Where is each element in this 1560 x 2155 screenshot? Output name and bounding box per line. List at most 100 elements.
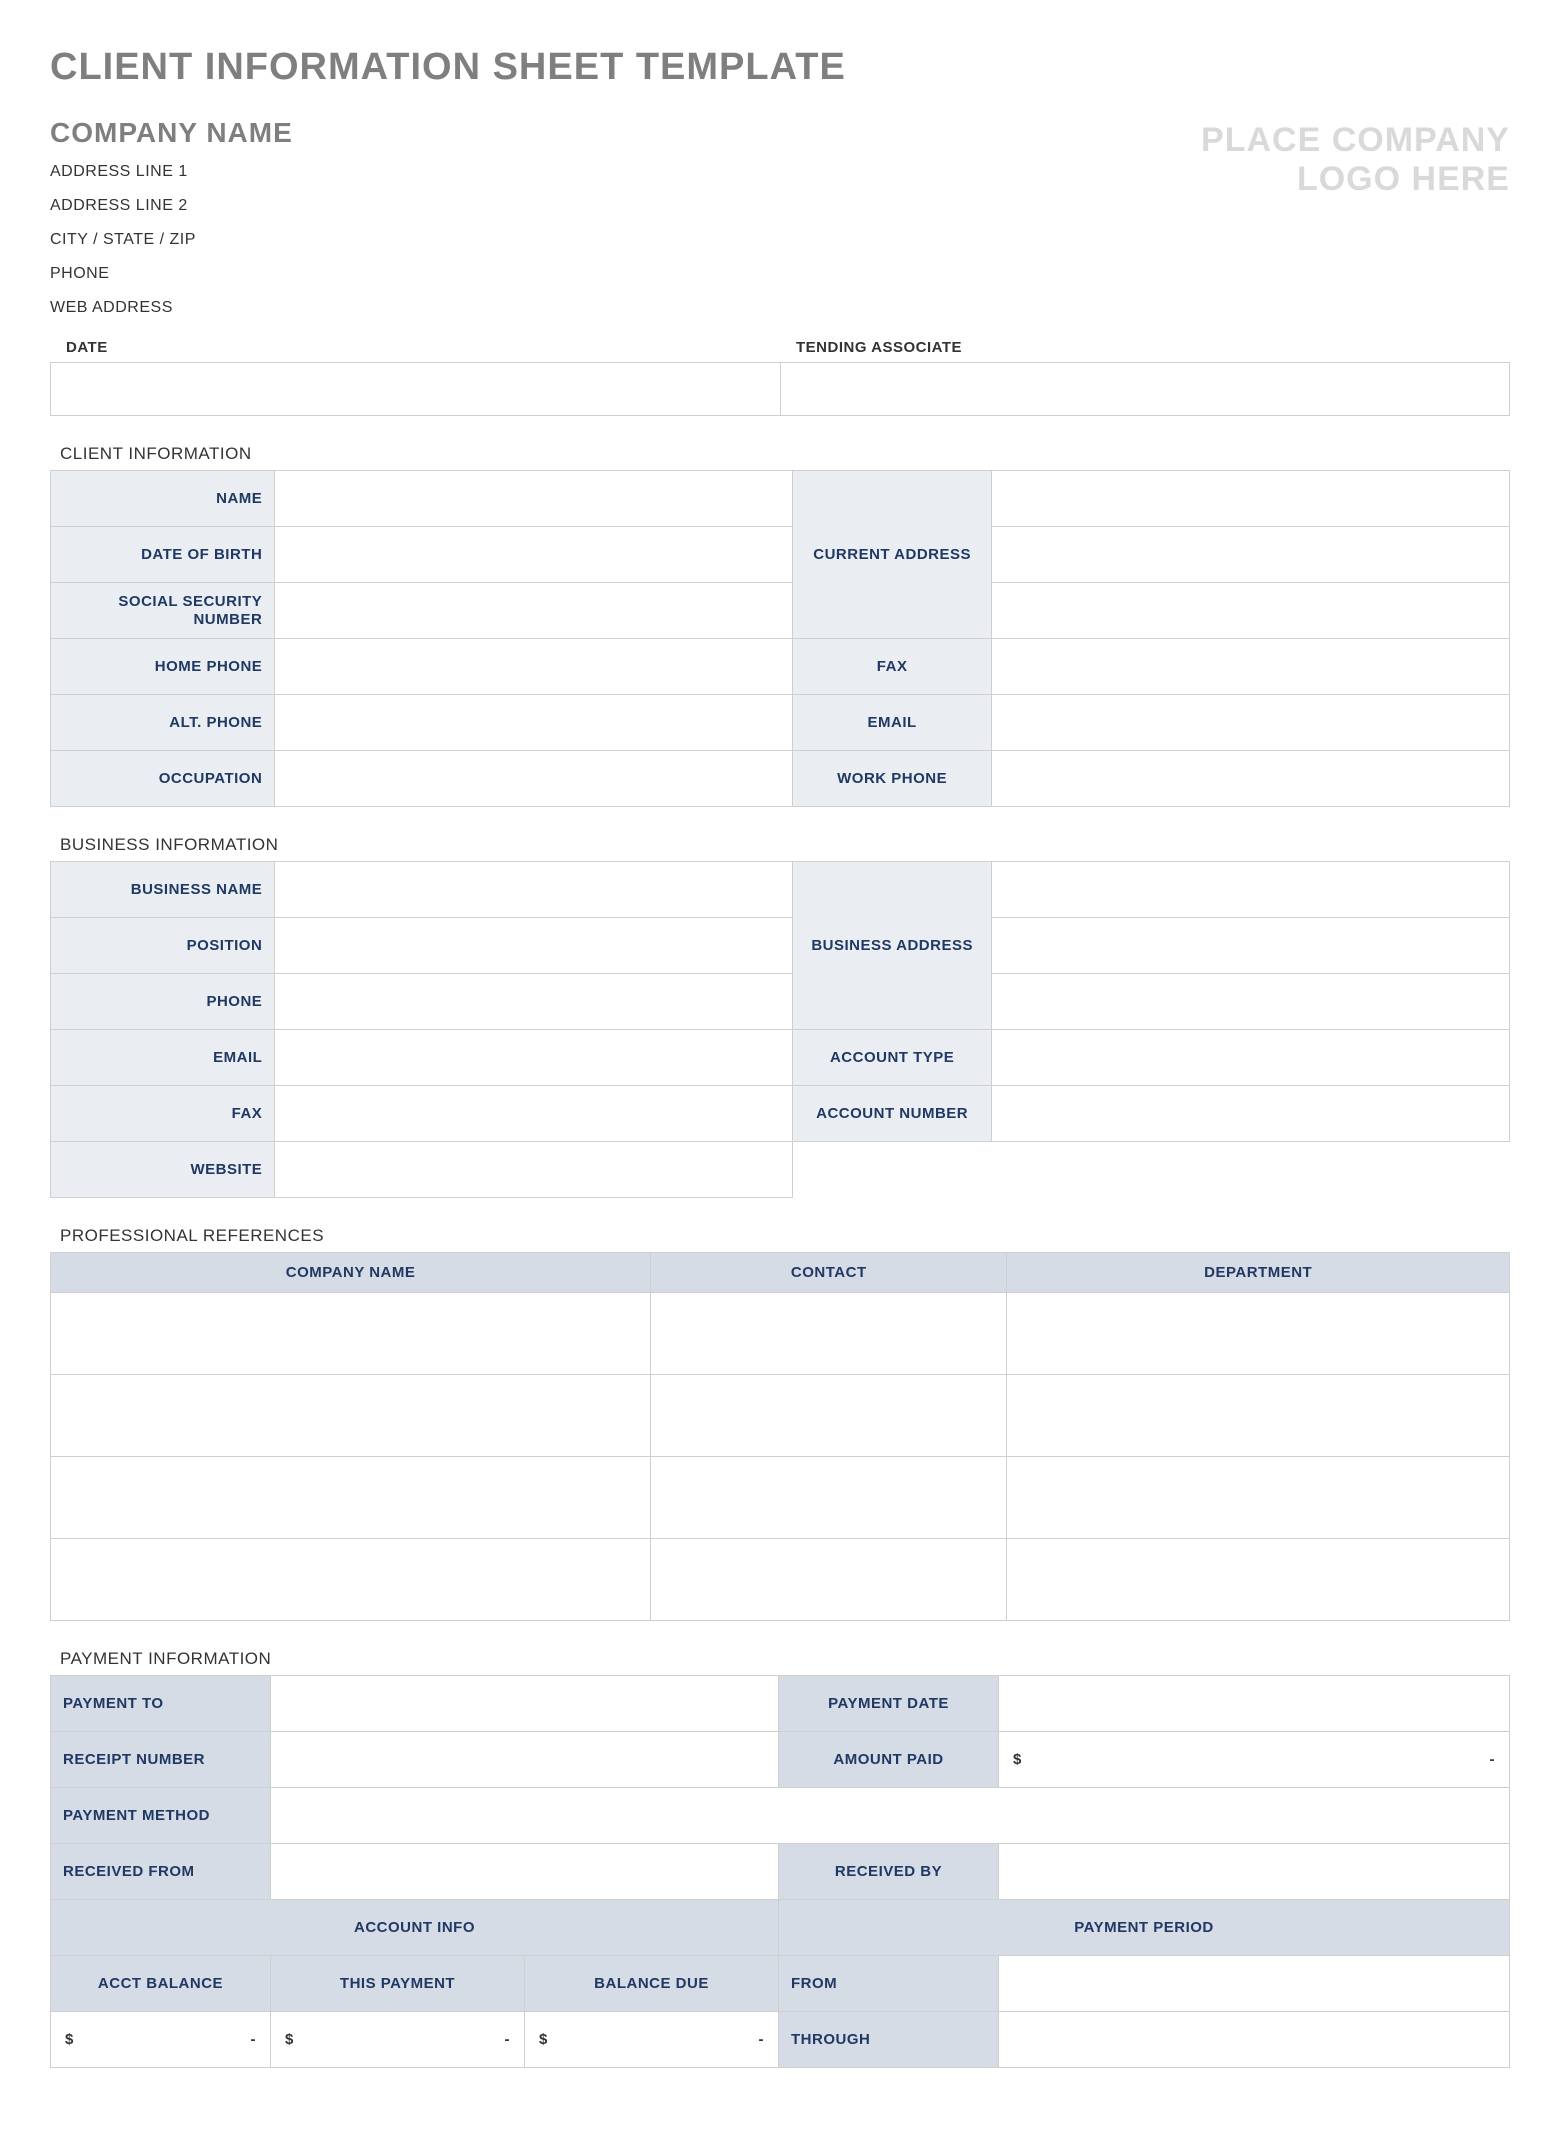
ref-row: [51, 1457, 1510, 1539]
input-receipt-number[interactable]: [271, 1732, 779, 1788]
address-line-2: ADDRESS LINE 2: [50, 189, 1201, 223]
input-business-address-3[interactable]: [992, 974, 1510, 1030]
input-website[interactable]: [275, 1142, 793, 1198]
ref-company-input[interactable]: [51, 1375, 651, 1457]
label-acct-balance: ACCT BALANCE: [51, 1956, 271, 2012]
dollar-sign: $: [65, 2031, 74, 2048]
payment-info-section: PAYMENT INFORMATION: [50, 1643, 1510, 1675]
input-position[interactable]: [275, 918, 793, 974]
input-name[interactable]: [275, 471, 793, 527]
label-biz-email: EMAIL: [51, 1030, 275, 1086]
dollar-sign: $: [285, 2031, 294, 2048]
input-occupation[interactable]: [275, 751, 793, 807]
label-account-type: ACCOUNT TYPE: [793, 1030, 992, 1086]
input-biz-email[interactable]: [275, 1030, 793, 1086]
input-payment-date[interactable]: [999, 1676, 1510, 1732]
header-account-info: ACCOUNT INFO: [51, 1900, 779, 1956]
input-account-number[interactable]: [992, 1086, 1510, 1142]
input-received-from[interactable]: [271, 1844, 779, 1900]
ref-contact-input[interactable]: [651, 1539, 1007, 1621]
input-email[interactable]: [992, 695, 1510, 751]
input-alt-phone[interactable]: [275, 695, 793, 751]
label-business-address: BUSINESS ADDRESS: [793, 862, 992, 1030]
company-phone: PHONE: [50, 257, 1201, 291]
label-name: NAME: [51, 471, 275, 527]
input-current-address-3[interactable]: [992, 583, 1510, 639]
input-received-by[interactable]: [999, 1844, 1510, 1900]
label-biz-phone: PHONE: [51, 974, 275, 1030]
payment-info-table: PAYMENT TO PAYMENT DATE RECEIPT NUMBER A…: [50, 1675, 1510, 2068]
amount-dash: -: [505, 2031, 511, 2048]
label-alt-phone: ALT. PHONE: [51, 695, 275, 751]
label-email: EMAIL: [793, 695, 992, 751]
label-business-name: BUSINESS NAME: [51, 862, 275, 918]
input-current-address-2[interactable]: [992, 527, 1510, 583]
label-payment-to: PAYMENT TO: [51, 1676, 271, 1732]
header-payment-period: PAYMENT PERIOD: [779, 1900, 1510, 1956]
input-ssn[interactable]: [275, 583, 793, 639]
amount-dash: -: [251, 2031, 257, 2048]
page-title: CLIENT INFORMATION SHEET TEMPLATE: [50, 46, 1510, 89]
label-ssn: SOCIAL SECURITY NUMBER: [51, 583, 275, 639]
input-business-address-2[interactable]: [992, 918, 1510, 974]
logo-placeholder: PLACE COMPANY LOGO HERE: [1201, 117, 1510, 199]
references-table: COMPANY NAME CONTACT DEPARTMENT: [50, 1252, 1510, 1621]
tending-associate-input[interactable]: [780, 362, 1510, 416]
ref-department-input[interactable]: [1007, 1539, 1510, 1621]
input-payment-to[interactable]: [271, 1676, 779, 1732]
label-biz-fax: FAX: [51, 1086, 275, 1142]
label-fax: FAX: [793, 639, 992, 695]
label-receipt-number: RECEIPT NUMBER: [51, 1732, 271, 1788]
input-from[interactable]: [999, 1956, 1510, 2012]
ref-row: [51, 1293, 1510, 1375]
input-fax[interactable]: [992, 639, 1510, 695]
input-biz-phone[interactable]: [275, 974, 793, 1030]
ref-company-input[interactable]: [51, 1539, 651, 1621]
input-account-type[interactable]: [992, 1030, 1510, 1086]
label-work-phone: WORK PHONE: [793, 751, 992, 807]
ref-contact-input[interactable]: [651, 1375, 1007, 1457]
logo-line-2: LOGO HERE: [1201, 160, 1510, 199]
input-current-address-1[interactable]: [992, 471, 1510, 527]
date-label: DATE: [50, 333, 780, 362]
label-account-number: ACCOUNT NUMBER: [793, 1086, 992, 1142]
input-through[interactable]: [999, 2012, 1510, 2068]
ref-company-input[interactable]: [51, 1457, 651, 1539]
input-home-phone[interactable]: [275, 639, 793, 695]
input-dob[interactable]: [275, 527, 793, 583]
company-web: WEB ADDRESS: [50, 291, 1201, 325]
label-website: WEBSITE: [51, 1142, 275, 1198]
ref-department-input[interactable]: [1007, 1457, 1510, 1539]
ref-department-input[interactable]: [1007, 1293, 1510, 1375]
address-line-1: ADDRESS LINE 1: [50, 155, 1201, 189]
ref-company-input[interactable]: [51, 1293, 651, 1375]
label-home-phone: HOME PHONE: [51, 639, 275, 695]
label-position: POSITION: [51, 918, 275, 974]
ref-col-company: COMPANY NAME: [51, 1253, 651, 1293]
date-input[interactable]: [50, 362, 780, 416]
input-acct-balance[interactable]: $ -: [51, 2012, 271, 2068]
ref-row: [51, 1539, 1510, 1621]
input-balance-due[interactable]: $ -: [525, 2012, 779, 2068]
label-payment-method: PAYMENT METHOD: [51, 1788, 271, 1844]
ref-department-input[interactable]: [1007, 1375, 1510, 1457]
ref-contact-input[interactable]: [651, 1457, 1007, 1539]
tending-associate-label: TENDING ASSOCIATE: [780, 333, 1510, 362]
input-business-address-1[interactable]: [992, 862, 1510, 918]
company-block: COMPANY NAME ADDRESS LINE 1 ADDRESS LINE…: [50, 117, 1201, 325]
ref-row: [51, 1375, 1510, 1457]
ref-col-department: DEPARTMENT: [1007, 1253, 1510, 1293]
dollar-sign: $: [1013, 1751, 1022, 1768]
input-this-payment[interactable]: $ -: [271, 2012, 525, 2068]
business-info-table: BUSINESS NAME BUSINESS ADDRESS POSITION …: [50, 861, 1510, 1198]
company-name-label: COMPANY NAME: [50, 117, 1201, 149]
input-biz-fax[interactable]: [275, 1086, 793, 1142]
ref-col-contact: CONTACT: [651, 1253, 1007, 1293]
label-current-address: CURRENT ADDRESS: [793, 471, 992, 639]
label-received-by: RECEIVED BY: [779, 1844, 999, 1900]
input-work-phone[interactable]: [992, 751, 1510, 807]
input-amount-paid[interactable]: $ -: [999, 1732, 1510, 1788]
input-payment-method[interactable]: [271, 1788, 1510, 1844]
input-business-name[interactable]: [275, 862, 793, 918]
ref-contact-input[interactable]: [651, 1293, 1007, 1375]
